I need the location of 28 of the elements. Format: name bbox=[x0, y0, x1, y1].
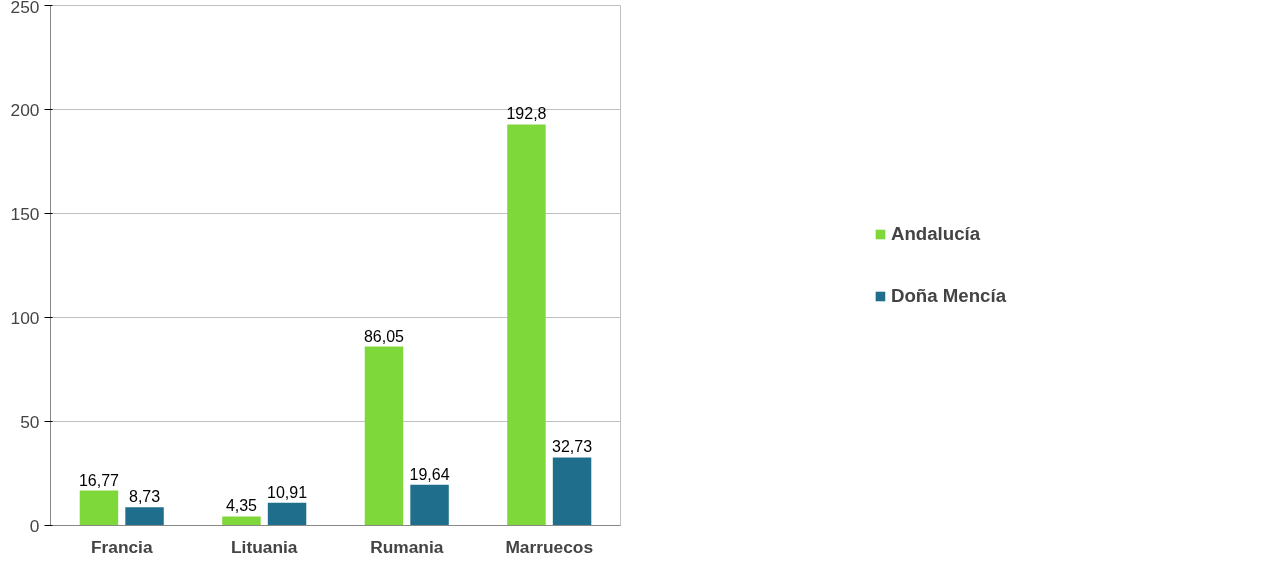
legend-label: Andalucía bbox=[890, 223, 981, 245]
y-tick-label: 250 bbox=[10, 0, 40, 17]
bar bbox=[222, 516, 261, 526]
data-label: 32,73 bbox=[552, 438, 593, 456]
y-tick-label: 100 bbox=[10, 307, 40, 328]
x-tick-label: Marruecos bbox=[505, 536, 594, 557]
data-label: 4,35 bbox=[225, 497, 258, 515]
legend-label: Doña Mencía bbox=[890, 285, 1007, 307]
bar bbox=[410, 484, 449, 526]
data-label: 86,05 bbox=[363, 327, 405, 345]
y-tick-label: 0 bbox=[29, 515, 40, 536]
bar bbox=[267, 502, 307, 526]
bar bbox=[364, 346, 404, 526]
bar bbox=[507, 124, 546, 526]
x-tick-label: Francia bbox=[90, 536, 153, 557]
bar bbox=[79, 490, 119, 526]
data-label: 10,91 bbox=[267, 483, 308, 501]
x-tick-label: Lituania bbox=[231, 536, 298, 557]
y-tick-label: 150 bbox=[10, 203, 40, 224]
bar bbox=[125, 507, 164, 526]
data-label: 8,73 bbox=[128, 488, 161, 506]
x-tick-label: Rumania bbox=[370, 536, 444, 557]
data-label: 19,64 bbox=[409, 465, 450, 483]
bar bbox=[552, 457, 592, 526]
data-label: 192,8 bbox=[506, 105, 547, 123]
y-tick-label: 50 bbox=[20, 411, 40, 432]
data-label: 16,77 bbox=[78, 471, 120, 489]
y-tick-label: 200 bbox=[10, 99, 40, 120]
